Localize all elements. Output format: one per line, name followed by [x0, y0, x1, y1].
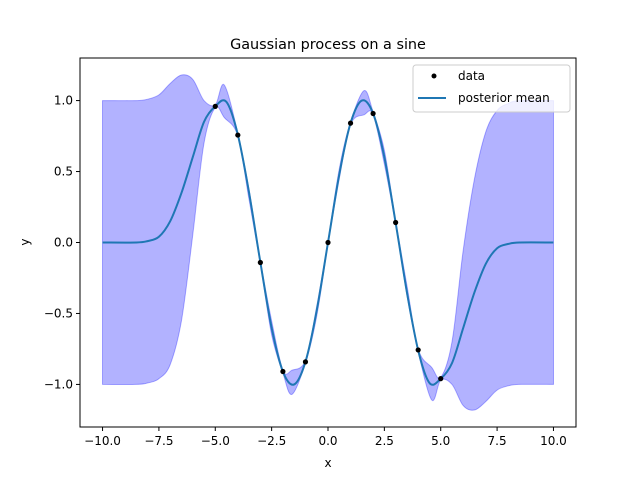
legend-label-data: data	[458, 69, 485, 83]
x-tick-label: −10.0	[84, 434, 121, 448]
data-point	[370, 110, 376, 117]
y-axis: −1.0 −0.5 0.0 0.5 1.0	[44, 94, 80, 391]
x-tick-label: −5.0	[201, 434, 230, 448]
data-point	[438, 376, 444, 382]
data-point	[415, 347, 421, 353]
data-point	[280, 368, 286, 375]
legend: data posterior mean	[412, 64, 571, 113]
x-tick-label: 7.5	[488, 434, 507, 448]
y-tick-label: 1.0	[54, 94, 73, 108]
y-tick-label: 0.5	[54, 165, 73, 179]
data-point	[393, 219, 399, 226]
x-tick-label: −7.5	[144, 434, 173, 448]
x-tick-label: 5.0	[431, 434, 450, 448]
x-axis: −10.0 −7.5 −5.0 −2.5 0.0 2.5 5.0 7.5 10.0	[84, 427, 567, 448]
y-axis-label: y	[18, 238, 32, 245]
data-point	[235, 132, 241, 138]
y-tick-label: 0.0	[54, 236, 73, 250]
data-point	[257, 259, 263, 266]
x-tick-label: −2.5	[257, 434, 286, 448]
x-axis-label: x	[324, 456, 331, 470]
y-tick-label: −1.0	[44, 377, 73, 391]
x-tick-label: 2.5	[375, 434, 394, 448]
data-point	[212, 103, 218, 109]
data-point	[302, 359, 309, 365]
data-point	[347, 120, 354, 126]
data-point	[325, 239, 331, 246]
series-data-points	[212, 103, 444, 382]
x-tick-label: 10.0	[540, 434, 567, 448]
legend-label-posterior-mean: posterior mean	[458, 91, 550, 105]
legend-marker-data	[431, 73, 437, 79]
chart-title: Gaussian process on a sine	[230, 37, 426, 53]
x-tick-label: 0.0	[318, 434, 337, 448]
y-tick-label: −0.5	[44, 306, 73, 320]
legend-box	[412, 64, 571, 113]
